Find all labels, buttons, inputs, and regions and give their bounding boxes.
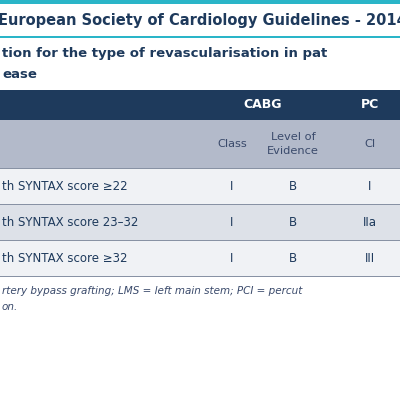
Text: Class: Class (217, 139, 247, 149)
Text: CABG: CABG (243, 98, 282, 112)
Bar (0, 240, 400, 241)
Bar (0, 90, 400, 120)
Bar (0, 4, 400, 36)
Text: European Society of Cardiology Guidelines - 2014: European Society of Cardiology Guideline… (0, 12, 400, 28)
Bar (0, 120, 400, 168)
Text: th SYNTAX score ≥22: th SYNTAX score ≥22 (2, 180, 128, 192)
Text: PC: PC (361, 98, 379, 112)
Text: th SYNTAX score 23–32: th SYNTAX score 23–32 (2, 216, 138, 228)
Text: B: B (289, 180, 297, 192)
Bar (0, 241, 400, 276)
Bar (0, 0, 400, 4)
Text: B: B (289, 252, 297, 264)
Text: B: B (289, 216, 297, 228)
Bar (0, 38, 400, 90)
Bar (0, 276, 400, 277)
Text: I: I (368, 180, 372, 192)
Text: Cl: Cl (364, 139, 376, 149)
Bar (0, 277, 400, 400)
Bar (0, 169, 400, 204)
Bar (0, 204, 400, 205)
Bar (0, 36, 400, 38)
Text: on.: on. (2, 302, 18, 312)
Text: Level of
Evidence: Level of Evidence (267, 132, 319, 156)
Text: I: I (230, 216, 234, 228)
Text: IIa: IIa (363, 216, 377, 228)
Text: ease: ease (2, 68, 37, 82)
Text: I: I (230, 180, 234, 192)
Text: tion for the type of revascularisation in pat: tion for the type of revascularisation i… (2, 46, 327, 60)
Text: rtery bypass grafting; LMS = left main stem; PCI = percut: rtery bypass grafting; LMS = left main s… (2, 286, 302, 296)
Text: III: III (365, 252, 375, 264)
Text: I: I (230, 252, 234, 264)
Text: th SYNTAX score ≥32: th SYNTAX score ≥32 (2, 252, 128, 264)
Bar (0, 168, 400, 169)
Bar (0, 205, 400, 240)
